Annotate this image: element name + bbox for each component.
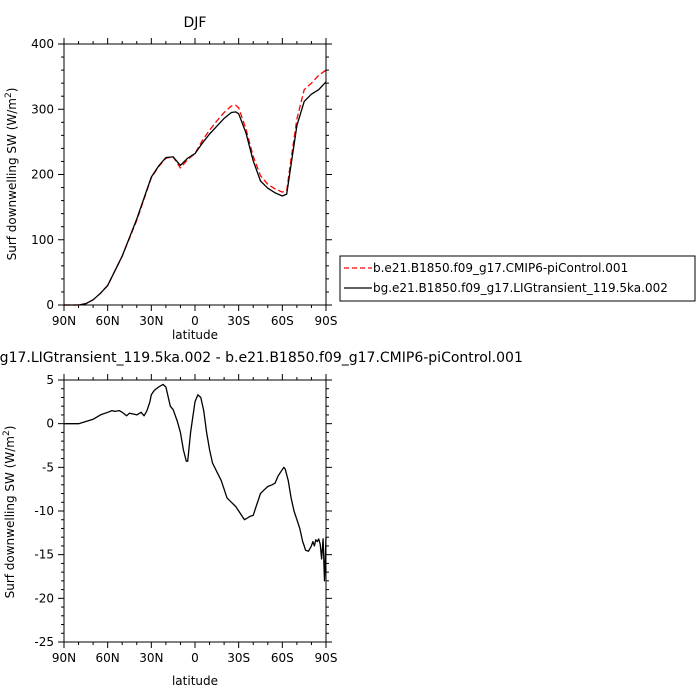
top-y-tick-label: 100 <box>31 233 54 247</box>
bottom-y-tick-label: -15 <box>34 548 54 562</box>
bottom-x-tick-label: 60S <box>271 651 294 665</box>
bottom-x-tick-label: 30S <box>227 651 250 665</box>
bottom-x-tick-label: 0 <box>191 651 199 665</box>
top-x-tick-label: 90S <box>315 314 338 328</box>
top-plot-frame <box>63 43 327 306</box>
legend-label-picontrol: b.e21.B1850.f09_g17.CMIP6-piControl.001 <box>373 261 628 275</box>
bottom-x-axis-label: latitude <box>172 674 218 688</box>
bottom-y-tick-label: -10 <box>34 504 54 518</box>
bottom-chart: bg.e21.B1850.f09_g17.LIGtransient_119.5k… <box>0 350 523 688</box>
top-y-tick-label: 300 <box>31 102 54 116</box>
top-x-axis-label: latitude <box>172 328 218 342</box>
bottom-y-tick-label: -20 <box>34 591 54 605</box>
top-x-tick-label: 90N <box>52 314 76 328</box>
bottom-x-tick-label: 60N <box>96 651 120 665</box>
legend: b.e21.B1850.f09_g17.CMIP6-piControl.001 … <box>339 255 696 302</box>
bottom-y-axis-label: Surf downwelling SW (W/m2) <box>2 426 17 599</box>
top-y-tick-label: 200 <box>31 168 54 182</box>
bottom-plot-frame <box>63 379 327 643</box>
bottom-x-tick-label: 90S <box>315 651 338 665</box>
top-x-tick-label: 0 <box>191 314 199 328</box>
bottom-y-tick-label: 5 <box>46 373 54 387</box>
top-y-tick-label: 0 <box>46 298 54 312</box>
bottom-series-line-0 <box>64 383 327 582</box>
bottom-y-tick-label: 0 <box>46 417 54 431</box>
legend-box <box>339 255 696 302</box>
bottom-chart-title: bg.e21.B1850.f09_g17.LIGtransient_119.5k… <box>0 350 523 366</box>
top-y-axis-label: Surf downwelling SW (W/m2) <box>4 88 19 261</box>
top-x-tick-label: 60N <box>96 314 120 328</box>
top-x-tick-label: 30N <box>139 314 163 328</box>
top-x-tick-label: 60S <box>271 314 294 328</box>
top-chart: DJF Surf downwelling SW (W/m2) latitude … <box>4 15 337 342</box>
bottom-y-tick-label: -5 <box>42 460 54 474</box>
top-x-tick-label: 30S <box>227 314 250 328</box>
top-series-line-1 <box>64 81 327 306</box>
top-series-line-0 <box>64 69 327 306</box>
legend-label-ligtransient: bg.e21.B1850.f09_g17.LIGtransient_119.5k… <box>373 281 668 295</box>
top-chart-title: DJF <box>184 15 207 31</box>
top-y-tick-label: 400 <box>31 37 54 51</box>
bottom-x-tick-label: 90N <box>52 651 76 665</box>
bottom-y-tick-label: -25 <box>34 635 54 649</box>
bottom-x-tick-label: 30N <box>139 651 163 665</box>
